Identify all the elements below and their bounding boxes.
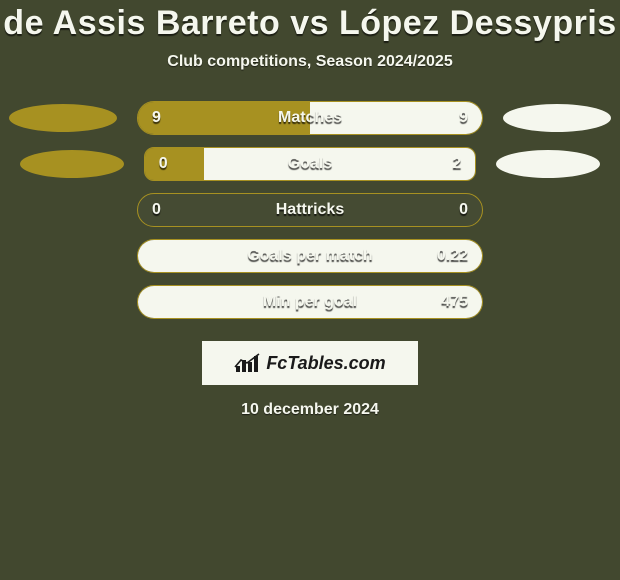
logo-box: FcTables.com (202, 341, 418, 385)
stat-rows: 99Matches02Goals00Hattricks0.22Goals per… (0, 101, 620, 331)
spacer (9, 288, 117, 316)
stat-bar: 0.22Goals per match (137, 239, 483, 273)
stat-row: 02Goals (0, 147, 620, 181)
fill-right (138, 286, 482, 318)
player2-ellipse (503, 104, 611, 132)
page-subtitle: Club competitions, Season 2024/2025 (167, 53, 452, 71)
bar-chart-icon (234, 352, 260, 374)
stat-bar: 475Min per goal (137, 285, 483, 319)
stat-value-right: 9 (459, 102, 468, 134)
logo-text: FcTables.com (266, 353, 385, 374)
stat-value-right: 2 (452, 148, 461, 180)
stat-value-left: 9 (152, 102, 161, 134)
stat-value-right: 475 (441, 286, 468, 318)
player1-ellipse (20, 150, 124, 178)
spacer (503, 288, 611, 316)
stat-row: 0 0Hattricks (0, 193, 620, 227)
spacer (9, 242, 117, 270)
stat-value-right: 0 (459, 194, 468, 226)
stat-row: 0.22Goals per match (0, 239, 620, 273)
stat-bar: 0 0Hattricks (137, 193, 483, 227)
spacer (503, 242, 611, 270)
fill-right (138, 240, 482, 272)
spacer (503, 196, 611, 224)
date-text: 10 december 2024 (241, 401, 379, 419)
fill-left (145, 148, 204, 180)
spacer (9, 196, 117, 224)
player2-ellipse (496, 150, 600, 178)
stat-row: 475Min per goal (0, 285, 620, 319)
stat-value-left: 0 (152, 194, 161, 226)
fill-right (310, 102, 482, 134)
stat-row: 99Matches (0, 101, 620, 135)
stat-value-left: 0 (159, 148, 168, 180)
player1-ellipse (9, 104, 117, 132)
fill-left (138, 102, 310, 134)
stat-value-right: 0.22 (437, 240, 468, 272)
page-title: de Assis Barreto vs López Dessypris (3, 4, 616, 43)
comparison-infographic: de Assis Barreto vs López Dessypris Club… (0, 0, 620, 580)
stat-bar: 99Matches (137, 101, 483, 135)
stat-bar: 02Goals (144, 147, 476, 181)
fill-right (204, 148, 475, 180)
stat-label: Hattricks (138, 194, 482, 226)
